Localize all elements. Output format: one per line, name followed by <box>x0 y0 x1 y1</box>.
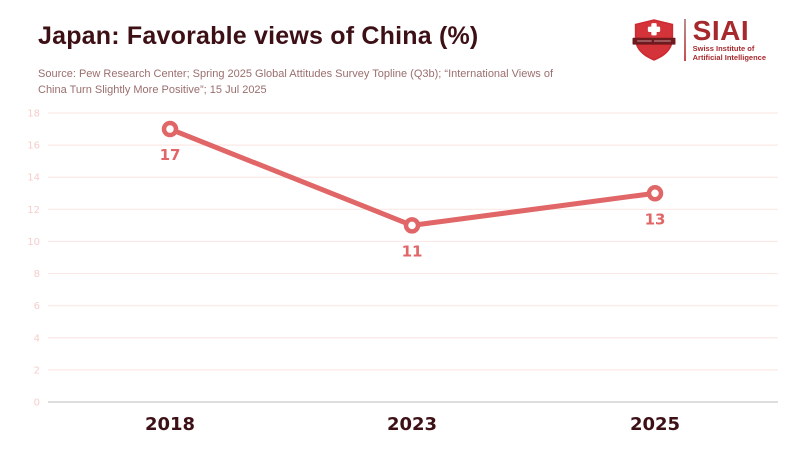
logo-acronym: SIAI <box>692 15 750 46</box>
chart-title: Japan: Favorable views of China (%) <box>38 22 479 50</box>
y-tick-label: 12 <box>27 205 40 216</box>
logo-subtitle-line-2: Artificial Intelligence <box>692 53 766 62</box>
data-point-label: 17 <box>160 146 181 164</box>
x-axis-label: 2025 <box>630 414 680 435</box>
y-tick-label: 16 <box>27 141 40 152</box>
y-tick-label: 6 <box>34 301 40 312</box>
y-tick-label: 10 <box>27 237 40 248</box>
data-point-label: 13 <box>645 210 666 228</box>
x-axis-label: 2018 <box>145 414 195 435</box>
source-line-2: China Turn Slightly More Positive”; 15 J… <box>38 84 267 96</box>
y-tick-label: 2 <box>34 365 40 376</box>
source-line-1: Source: Pew Research Center; Spring 2025… <box>38 68 554 80</box>
siai-shield-icon <box>632 19 676 61</box>
logo-subtitle-line-1: Swiss Institute of <box>692 44 755 53</box>
y-tick-label: 18 <box>27 109 40 120</box>
source-note: Source: Pew Research Center; Spring 2025… <box>38 66 553 98</box>
data-point-marker <box>403 217 421 234</box>
logo-divider <box>683 19 686 61</box>
logo-text: SIAI Swiss Institute of Artificial Intel… <box>692 15 766 63</box>
y-tick-label: 14 <box>27 173 40 184</box>
y-tick-label: 0 <box>34 398 40 409</box>
x-axis-label: 2023 <box>387 414 437 435</box>
siai-logo: SIAI Swiss Institute of Artificial Intel… <box>631 17 766 63</box>
data-point-label: 11 <box>402 242 423 260</box>
data-point-marker <box>161 120 179 138</box>
y-tick-label: 4 <box>34 333 40 344</box>
y-tick-label: 8 <box>34 269 40 280</box>
data-point-marker <box>646 185 664 202</box>
